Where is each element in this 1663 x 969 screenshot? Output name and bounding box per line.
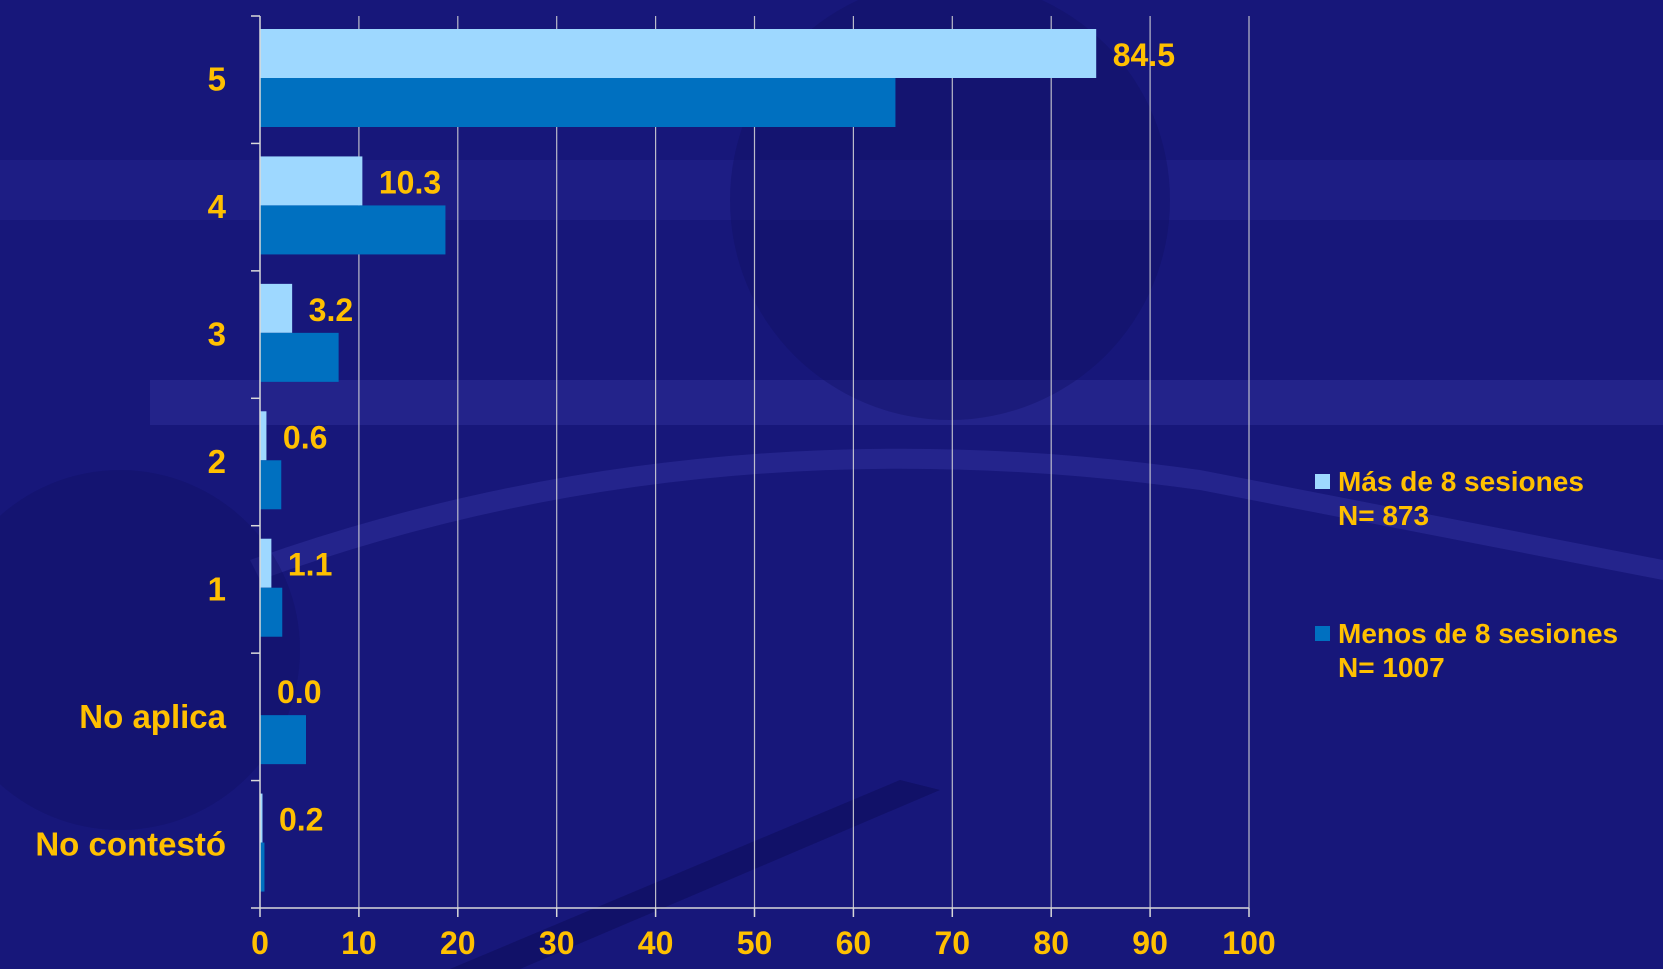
category-label: 4	[208, 188, 227, 225]
x-tick-label: 10	[341, 925, 377, 961]
data-label: 10.3	[379, 164, 441, 200]
bar-more-than-8	[260, 283, 293, 333]
legend-label: Menos de 8 sesiones	[1338, 618, 1619, 649]
x-tick-label: 20	[440, 925, 476, 961]
legend-swatch-light	[1315, 474, 1330, 489]
x-tick-label: 40	[638, 925, 674, 961]
bar-more-than-8	[260, 29, 1097, 78]
bar-less-than-8	[260, 842, 265, 892]
x-tick-label: 50	[737, 925, 773, 961]
category-label: 3	[208, 316, 226, 353]
legend-item-more-than-8: Más de 8 sesiones N= 873	[1315, 465, 1584, 533]
x-tick-label: 90	[1132, 925, 1168, 961]
legend-item-less-than-8: Menos de 8 sesiones N= 1007	[1315, 617, 1618, 685]
legend-n: N= 1007	[1338, 652, 1445, 683]
gridlines	[358, 16, 1250, 908]
category-label: 2	[208, 443, 226, 480]
data-label: 0.2	[279, 802, 323, 838]
legend-swatch-dark	[1315, 626, 1330, 641]
data-label: 3.2	[309, 292, 353, 328]
x-tick-label: 0	[251, 925, 269, 961]
x-tick-label: 80	[1033, 925, 1069, 961]
category-label: No aplica	[79, 698, 226, 735]
axes: 0 10 20 30 40 50 60 70 80 90 100 5 4 3 2 1 No aplica No c…	[35, 15, 1276, 961]
x-tick-label: 30	[539, 925, 575, 961]
data-label: 0.6	[283, 419, 327, 455]
bar-less-than-8	[260, 715, 306, 765]
x-tick-label: 70	[935, 925, 971, 961]
data-label: 1.1	[288, 547, 332, 583]
data-label: 0.0	[277, 674, 321, 710]
bar-less-than-8	[260, 460, 282, 510]
x-tick-label: 100	[1222, 925, 1275, 961]
category-label: 1	[208, 570, 226, 607]
bar-less-than-8	[260, 205, 446, 255]
bar-less-than-8	[260, 78, 896, 127]
data-label: 84.5	[1113, 37, 1175, 73]
bar-less-than-8	[260, 587, 283, 637]
bar-more-than-8	[260, 156, 363, 206]
legend-n: N= 873	[1338, 500, 1430, 531]
bar-more-than-8	[260, 793, 263, 843]
legend-label: Más de 8 sesiones	[1338, 466, 1584, 497]
bar-more-than-8	[260, 411, 267, 461]
bars	[260, 29, 1097, 892]
category-label: No contestó	[35, 825, 226, 862]
x-tick-label: 60	[836, 925, 872, 961]
data-labels: 84.5 10.3 3.2 0.6 1.1 0.0 0.2	[277, 37, 1175, 838]
bar-more-than-8	[260, 538, 272, 588]
bar-less-than-8	[260, 332, 339, 382]
category-label: 5	[208, 61, 226, 98]
